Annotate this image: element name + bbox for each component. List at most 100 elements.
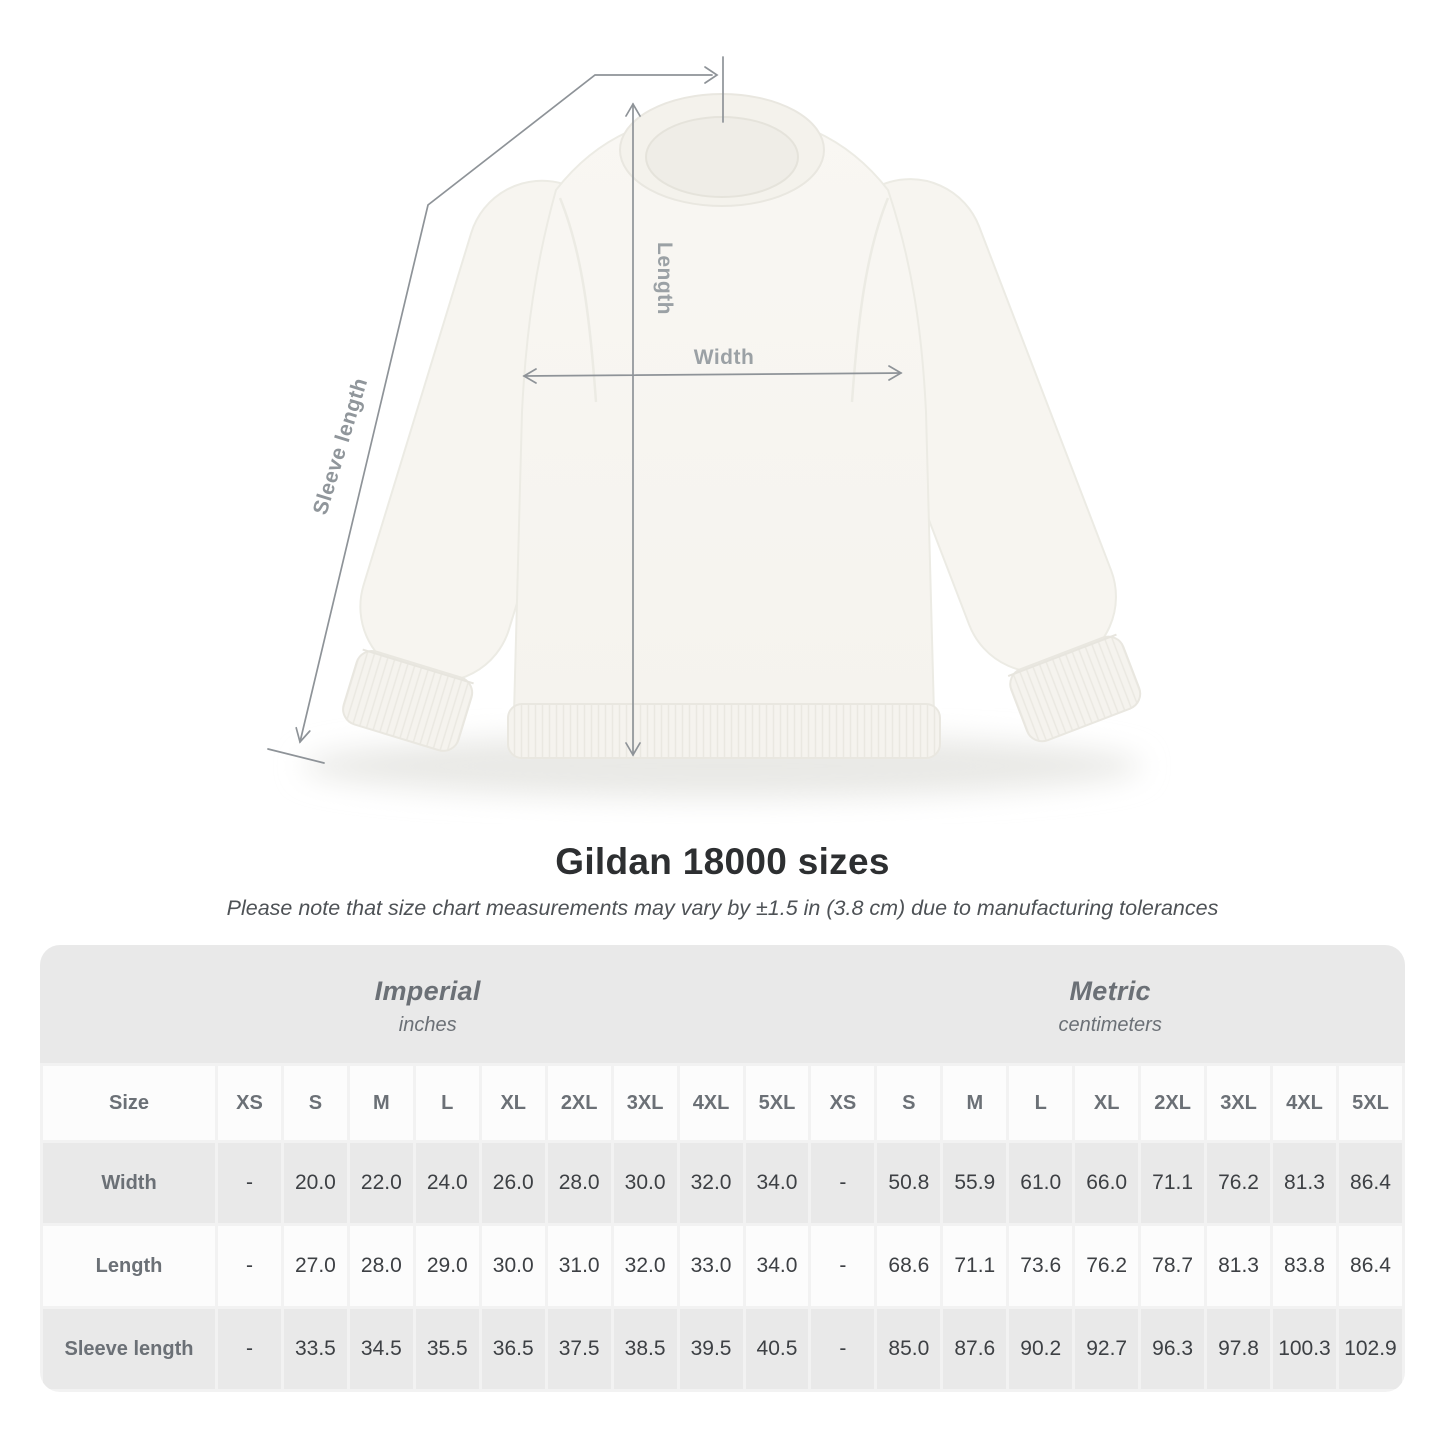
collar-inner (645, 116, 799, 198)
arrowhead-length-bottom (625, 742, 641, 757)
measurement-value: - (218, 1143, 281, 1223)
measurement-value: 24.0 (415, 1143, 479, 1223)
measurement-value: 30.0 (613, 1143, 677, 1223)
row-label: Length (43, 1226, 215, 1306)
arrowhead-width-right (888, 365, 903, 381)
measurement-value: - (218, 1226, 281, 1306)
measurement-value: 87.6 (943, 1309, 1007, 1389)
arrowhead-cuff (295, 726, 311, 744)
measurement-value: - (811, 1226, 875, 1306)
size-column-header: M (943, 1066, 1007, 1140)
size-column-header: 4XL (679, 1066, 743, 1140)
sleeve-length-line (299, 74, 713, 743)
measurement-value: 86.4 (1338, 1226, 1402, 1306)
metric-label: Metric (1069, 975, 1151, 1006)
size-column-header: 5XL (1338, 1066, 1402, 1140)
armhole-seam-left (558, 197, 598, 403)
size-table: Imperial inches Metric centimeters Size … (40, 945, 1405, 1392)
measurements-table: Size XS S M L XL 2XL 3XL 4XL 5XL XS S M L XL 2XL 3XL 4XL… (40, 1063, 1405, 1392)
measurement-value: 100.3 (1273, 1309, 1336, 1389)
measurement-value: 35.5 (415, 1309, 479, 1389)
measurement-value: 22.0 (349, 1143, 413, 1223)
measurement-value: 81.3 (1273, 1143, 1336, 1223)
page-title: Gildan 18000 sizes (555, 841, 890, 882)
measurement-value: 39.5 (679, 1309, 743, 1389)
measurement-value: 92.7 (1075, 1309, 1139, 1389)
measurement-value: 28.0 (547, 1143, 611, 1223)
measurement-value: 33.5 (283, 1309, 347, 1389)
size-column-header: 3XL (613, 1066, 677, 1140)
measurement-value: 96.3 (1141, 1309, 1205, 1389)
measurement-value: 34.0 (745, 1143, 809, 1223)
measurement-value: 37.5 (547, 1309, 611, 1389)
size-column-header: 2XL (1141, 1066, 1205, 1140)
imperial-group-header: Imperial inches (40, 945, 815, 1063)
row-label: Width (43, 1143, 215, 1223)
cuff-end-tick (267, 748, 325, 764)
measurement-value: - (811, 1309, 875, 1389)
size-column-header: 3XL (1207, 1066, 1270, 1140)
size-header-cell: Size (43, 1066, 215, 1140)
measurement-value: 50.8 (877, 1143, 941, 1223)
measurement-value: 38.5 (613, 1309, 677, 1389)
metric-group-header: Metric centimeters (815, 945, 1405, 1063)
size-column-header: 5XL (745, 1066, 809, 1140)
size-column-header: S (283, 1066, 347, 1140)
imperial-unit: inches (398, 1013, 457, 1036)
size-column-header: 4XL (1273, 1066, 1336, 1140)
size-column-header: XL (481, 1066, 545, 1140)
measurement-value: 27.0 (283, 1226, 347, 1306)
measurement-value: 102.9 (1338, 1309, 1402, 1389)
measurement-value: 71.1 (943, 1226, 1007, 1306)
sweatshirt (302, 93, 1142, 798)
measurement-value: 76.2 (1075, 1226, 1139, 1306)
measurement-value: 40.5 (745, 1309, 809, 1389)
metric-unit: centimeters (1058, 1013, 1162, 1036)
measurement-value: 86.4 (1338, 1143, 1402, 1223)
measurement-value: 34.0 (745, 1226, 809, 1306)
measurement-value: 68.6 (877, 1226, 941, 1306)
measurement-value: 34.5 (349, 1309, 413, 1389)
size-column-header: L (415, 1066, 479, 1140)
measurement-value: 30.0 (481, 1226, 545, 1306)
measurement-value: 66.0 (1075, 1143, 1139, 1223)
measurement-lines (267, 56, 903, 764)
measurement-value: 97.8 (1207, 1309, 1270, 1389)
unit-group-header: Imperial inches Metric centimeters (40, 945, 1405, 1063)
measurement-value: 29.0 (415, 1226, 479, 1306)
length-label: Length (653, 242, 676, 315)
sweatshirt-photo: Length Width Sleeve length (267, 56, 1142, 798)
tolerance-note: Please note that size chart measurements… (226, 896, 1219, 920)
arrowhead-length-top (625, 102, 641, 117)
measurement-value: 90.2 (1009, 1309, 1073, 1389)
measurement-value: 76.2 (1207, 1143, 1270, 1223)
measurement-row: Length -27.0 28.0 29.0 30.0 31.0 32.0 33.0 34.0-… (43, 1226, 1402, 1306)
size-column-header: L (1009, 1066, 1073, 1140)
measurement-value: 55.9 (943, 1143, 1007, 1223)
row-label: Sleeve length (43, 1309, 215, 1389)
size-header-row: Size XS S M L XL 2XL 3XL 4XL 5XL XS S M L XL 2XL 3XL 4XL… (43, 1066, 1402, 1140)
measurement-value: 61.0 (1009, 1143, 1073, 1223)
measurement-row: Sleeve length -33.5 34.5 35.5 36.5 37.5 38.5 39… (43, 1309, 1402, 1389)
measurement-value: - (218, 1309, 281, 1389)
size-column-header: 2XL (547, 1066, 611, 1140)
arrowhead-right (704, 66, 719, 84)
measurement-value: 28.0 (349, 1226, 413, 1306)
size-column-header: S (877, 1066, 941, 1140)
sweatshirt-illustration: Length Width Sleeve length (267, 56, 1142, 798)
measurement-value: 26.0 (481, 1143, 545, 1223)
sleeve-length-label: Sleeve length (309, 375, 372, 517)
imperial-label: Imperial (374, 975, 481, 1006)
measurement-value: 20.0 (283, 1143, 347, 1223)
measurement-value: 31.0 (547, 1226, 611, 1306)
measurement-value: 33.0 (679, 1226, 743, 1306)
measurement-value: 32.0 (679, 1143, 743, 1223)
size-column-header: M (349, 1066, 413, 1140)
size-table-body: Size XS S M L XL 2XL 3XL 4XL 5XL XS S M L XL 2XL 3XL 4XL… (43, 1066, 1402, 1389)
measurement-value: 73.6 (1009, 1226, 1073, 1306)
arrowhead-width-left (522, 368, 537, 384)
size-column-header: XS (811, 1066, 875, 1140)
hem-band (507, 703, 941, 759)
measurement-value: 71.1 (1141, 1143, 1205, 1223)
measurement-value: 78.7 (1141, 1226, 1205, 1306)
